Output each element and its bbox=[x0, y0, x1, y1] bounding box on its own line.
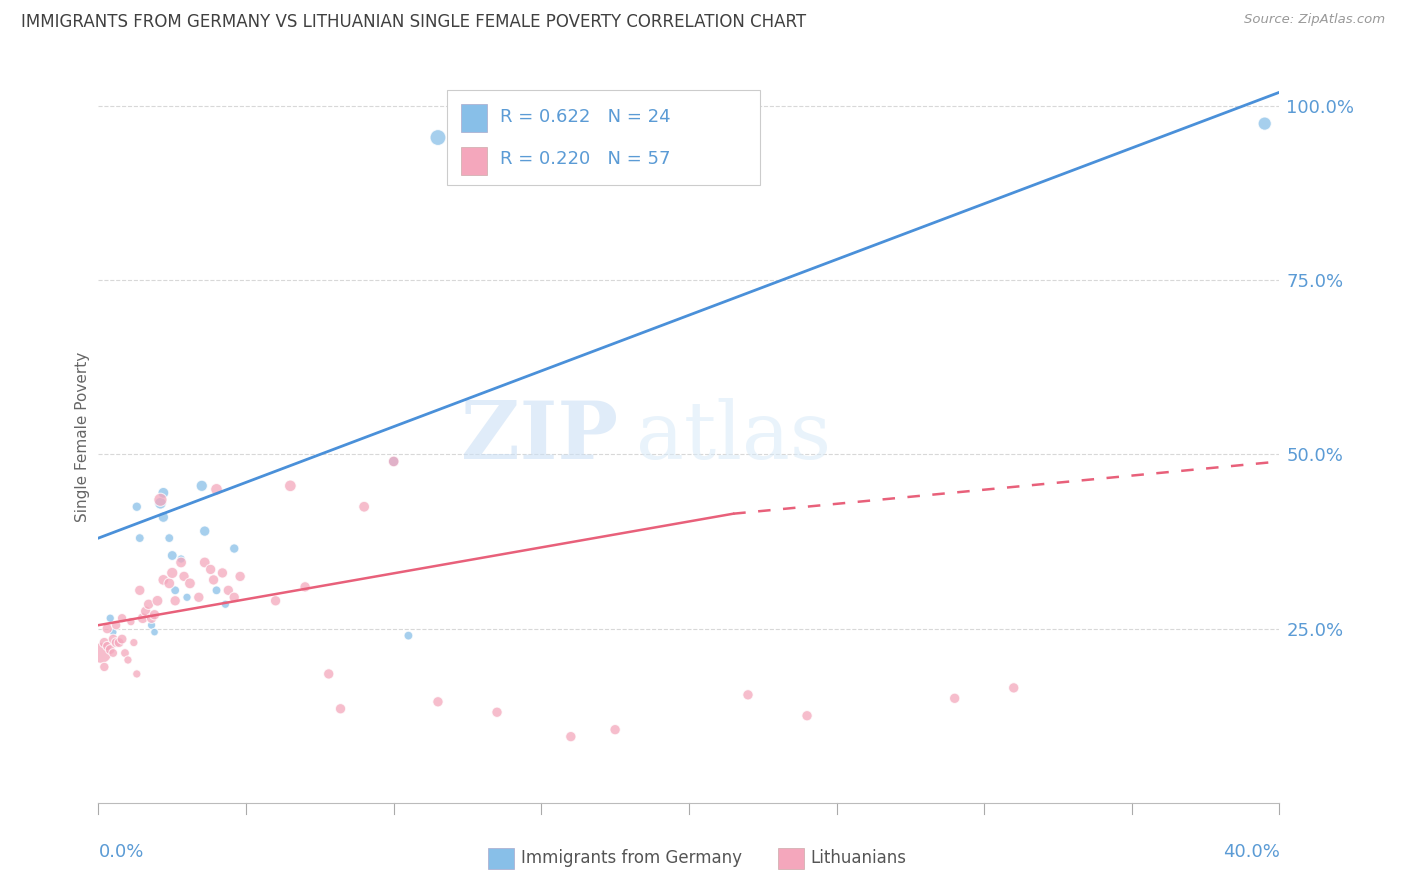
Point bbox=[157, 531, 180, 545]
Point bbox=[194, 524, 217, 538]
FancyBboxPatch shape bbox=[488, 848, 515, 869]
Point bbox=[93, 635, 115, 649]
Text: 0.0%: 0.0% bbox=[98, 843, 143, 861]
FancyBboxPatch shape bbox=[447, 90, 759, 185]
Point bbox=[105, 618, 128, 632]
Point bbox=[176, 591, 198, 605]
Point bbox=[737, 688, 759, 702]
FancyBboxPatch shape bbox=[461, 146, 486, 175]
Point bbox=[318, 667, 340, 681]
Point bbox=[179, 576, 201, 591]
Point bbox=[114, 646, 136, 660]
Point bbox=[486, 705, 509, 719]
Point bbox=[200, 562, 222, 576]
Point bbox=[152, 573, 174, 587]
Point bbox=[132, 611, 155, 625]
Point bbox=[96, 639, 118, 653]
Point bbox=[1254, 117, 1277, 131]
Point bbox=[141, 618, 163, 632]
Point bbox=[149, 492, 172, 507]
Point bbox=[278, 479, 302, 493]
Point bbox=[138, 597, 160, 611]
Text: Immigrants from Germany: Immigrants from Germany bbox=[522, 849, 742, 867]
Point bbox=[173, 569, 195, 583]
FancyBboxPatch shape bbox=[461, 103, 486, 132]
Point bbox=[214, 597, 236, 611]
Text: atlas: atlas bbox=[636, 398, 831, 476]
Text: 40.0%: 40.0% bbox=[1223, 843, 1279, 861]
Point bbox=[560, 730, 582, 744]
Point bbox=[396, 629, 419, 643]
Point bbox=[427, 130, 450, 145]
Point bbox=[122, 635, 145, 649]
Point bbox=[382, 454, 405, 468]
Point bbox=[128, 583, 150, 598]
Point bbox=[191, 479, 214, 493]
Point bbox=[224, 541, 246, 556]
Point bbox=[117, 653, 139, 667]
Text: Source: ZipAtlas.com: Source: ZipAtlas.com bbox=[1244, 13, 1385, 27]
Point bbox=[111, 632, 134, 646]
Point bbox=[103, 646, 125, 660]
Point bbox=[574, 130, 596, 145]
Point bbox=[194, 556, 217, 570]
Point bbox=[605, 723, 627, 737]
Text: Lithuanians: Lithuanians bbox=[811, 849, 907, 867]
Point bbox=[162, 566, 183, 580]
Point bbox=[427, 695, 450, 709]
Point bbox=[170, 552, 193, 566]
Point bbox=[170, 556, 193, 570]
Point bbox=[157, 576, 180, 591]
Point bbox=[149, 496, 172, 510]
Point bbox=[152, 485, 174, 500]
Point bbox=[211, 566, 233, 580]
Text: IMMIGRANTS FROM GERMANY VS LITHUANIAN SINGLE FEMALE POVERTY CORRELATION CHART: IMMIGRANTS FROM GERMANY VS LITHUANIAN SI… bbox=[21, 13, 806, 31]
Point bbox=[229, 569, 252, 583]
Text: ZIP: ZIP bbox=[461, 398, 619, 476]
Text: R = 0.220   N = 57: R = 0.220 N = 57 bbox=[501, 150, 671, 168]
Point bbox=[217, 583, 239, 598]
Point bbox=[141, 611, 163, 625]
Point bbox=[224, 591, 246, 605]
Point bbox=[93, 660, 115, 674]
Point bbox=[202, 573, 225, 587]
Point bbox=[98, 611, 121, 625]
Point bbox=[90, 646, 112, 660]
Point bbox=[103, 632, 125, 646]
Point bbox=[125, 667, 148, 681]
Point bbox=[382, 454, 405, 468]
Point bbox=[146, 594, 169, 608]
Point bbox=[294, 580, 316, 594]
Point bbox=[187, 591, 209, 605]
Point bbox=[128, 531, 150, 545]
Point bbox=[103, 625, 125, 640]
Point bbox=[143, 607, 166, 622]
Text: R = 0.622   N = 24: R = 0.622 N = 24 bbox=[501, 108, 671, 127]
Point bbox=[205, 483, 228, 497]
Point bbox=[105, 635, 128, 649]
Point bbox=[120, 615, 142, 629]
Point bbox=[205, 583, 228, 598]
Point bbox=[165, 583, 187, 598]
Point bbox=[796, 708, 818, 723]
Point bbox=[264, 594, 287, 608]
Point bbox=[111, 611, 134, 625]
Point bbox=[143, 625, 166, 640]
Y-axis label: Single Female Poverty: Single Female Poverty bbox=[75, 352, 90, 522]
Point bbox=[108, 635, 131, 649]
Point bbox=[943, 691, 966, 706]
Point bbox=[329, 702, 352, 716]
Point bbox=[96, 622, 118, 636]
Point bbox=[152, 510, 174, 524]
Point bbox=[353, 500, 375, 514]
Point bbox=[135, 604, 157, 618]
Point bbox=[98, 642, 121, 657]
Point bbox=[165, 594, 187, 608]
Point bbox=[125, 500, 148, 514]
Point bbox=[162, 549, 183, 563]
FancyBboxPatch shape bbox=[778, 848, 803, 869]
Point bbox=[1002, 681, 1025, 695]
